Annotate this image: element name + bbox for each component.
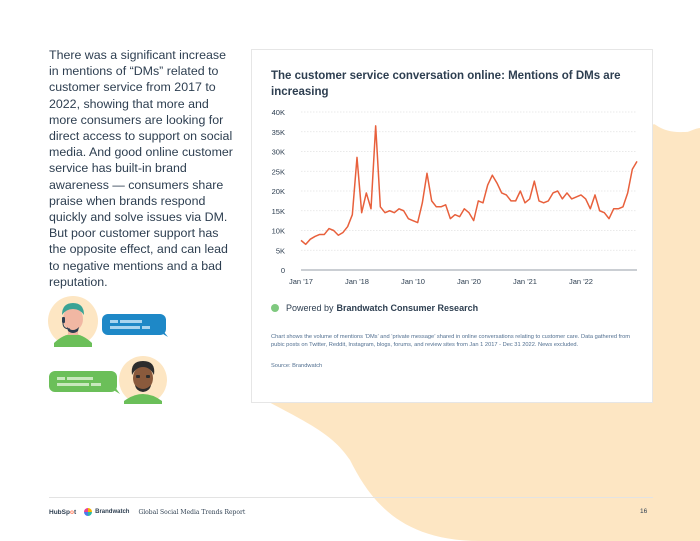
x-tick-label: Jan '17 [289,277,313,286]
powered-brand: Brandwatch Consumer Research [336,303,479,313]
y-tick-label: 5K [276,246,285,255]
powered-dot-icon [271,304,279,312]
footer-logos: HubSpot Brandwatch Global Social Media T… [49,508,245,516]
chart-card: The customer service conversation online… [251,49,653,403]
page-number: 16 [640,508,648,515]
y-tick-label: 10K [272,227,285,236]
y-tick-label: 25K [272,167,285,176]
x-tick-label: Jan '18 [345,277,369,286]
intro-paragraph: There was a significant increase in ment… [49,48,233,289]
report-title: Global Social Media Trends Report [138,508,246,516]
y-tick-label: 35K [272,128,285,137]
y-tick-label: 15K [272,207,285,216]
hubspot-logo: HubSpot [49,508,77,516]
brandwatch-icon [84,508,93,516]
brandwatch-logo: Brandwatch [84,508,129,516]
customer-message-bubble [49,371,117,392]
line-chart: 0 5K 10K 15K 20K 25K 30K 35K 40K Jan '17 Jan '18 Ja… [272,108,638,286]
chart-title: The customer service conversation online… [271,70,621,98]
chart-note: Chart shows the volume of mentions ‘DMs’… [271,334,631,348]
x-tick-label: Jan '22 [569,277,593,286]
customer-chat-illustration [48,296,168,404]
powered-by: Powered by Brandwatch Consumer Research [271,303,478,313]
x-tick-label: Jan '10 [401,277,425,286]
y-tick-label: 0 [281,266,285,275]
agent-message-bubble [102,314,166,335]
y-tick-label: 20K [272,187,285,196]
y-tick-label: 30K [272,148,285,157]
chart-source: Source: Brandwatch [271,363,323,369]
series-line [300,125,638,246]
y-tick-label: 40K [272,108,285,117]
x-tick-label: Jan '20 [457,277,481,286]
x-tick-label: Jan '21 [513,277,537,286]
footer-divider [49,497,653,498]
powered-prefix: Powered by [286,303,334,313]
